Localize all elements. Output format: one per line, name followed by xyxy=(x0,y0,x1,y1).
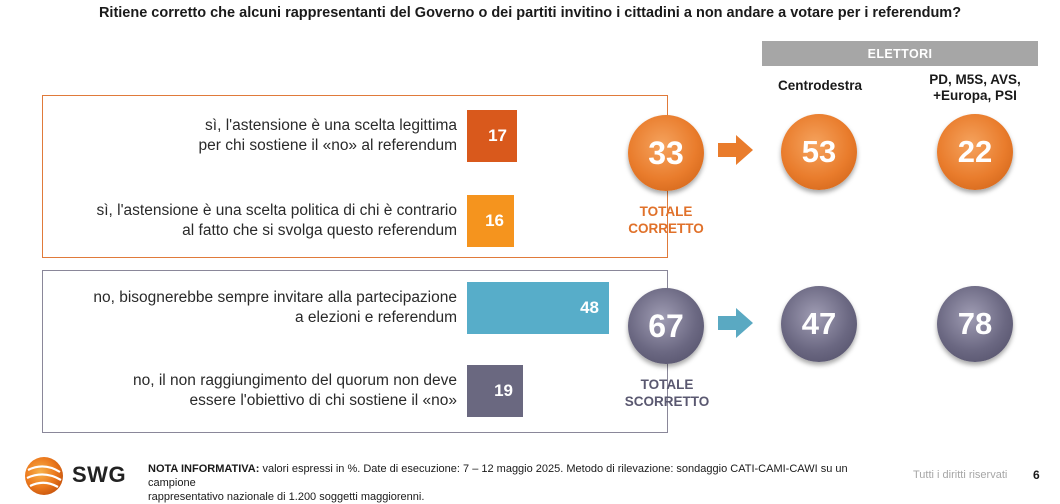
swg-logo-icon xyxy=(25,457,63,495)
rights-reserved: Tutti i diritti riservati xyxy=(913,469,1008,481)
bar: 16 xyxy=(467,195,514,247)
column-header-opposizione: PD, M5S, AVS, +Europa, PSI xyxy=(900,72,1050,104)
footnote-label: NOTA INFORMATIVA: xyxy=(148,463,260,475)
footnote: NOTA INFORMATIVA: valori espressi in %. … xyxy=(148,462,888,504)
bar-label: no, bisognerebbe sempre invitare alla pa… xyxy=(48,288,457,328)
total-corretto-label-line1: TOTALE xyxy=(639,204,693,219)
total-scorretto-label: TOTALE SCORRETTO xyxy=(615,376,719,410)
total-corretto-label: TOTALE CORRETTO xyxy=(620,203,712,237)
bar: 19 xyxy=(467,365,523,417)
opposizione-scorretto-circle: 78 xyxy=(937,286,1013,362)
bar: 17 xyxy=(467,110,517,162)
bar-value-label: 19 xyxy=(494,381,513,400)
bar-label-line: al fatto che si svolga questo referendum xyxy=(182,222,457,239)
electors-header: ELETTORI xyxy=(762,41,1038,66)
total-corretto-circle: 33 xyxy=(628,115,704,191)
bar-label-line: sì, l'astensione è una scelta politica d… xyxy=(96,202,457,219)
bar-label: sì, l'astensione è una scelta legittima p… xyxy=(48,116,457,156)
bar-label-line: a elezioni e referendum xyxy=(295,309,457,326)
centrodestra-corretto-value: 53 xyxy=(801,134,837,169)
column-header-opposizione-line1: PD, M5S, AVS, xyxy=(929,72,1021,87)
column-header-centrodestra: Centrodestra xyxy=(777,78,863,93)
bar-value-label: 48 xyxy=(580,298,599,317)
bar-label: sì, l'astensione è una scelta politica d… xyxy=(48,201,457,241)
bar-label-line: essere l'obiettivo di chi sostiene il «n… xyxy=(189,392,457,409)
bar-value-label: 17 xyxy=(488,126,507,145)
opposizione-scorretto-value: 78 xyxy=(957,306,993,341)
centrodestra-corretto-circle: 53 xyxy=(781,114,857,190)
page-number: 6 xyxy=(1033,468,1040,482)
total-corretto-label-line2: CORRETTO xyxy=(628,221,704,236)
opposizione-corretto-circle: 22 xyxy=(937,114,1013,190)
total-scorretto-label-line1: TOTALE xyxy=(640,377,694,392)
total-corretto-value: 33 xyxy=(648,134,684,171)
bar-label-line: sì, l'astensione è una scelta legittima xyxy=(205,117,457,134)
total-scorretto-circle: 67 xyxy=(628,288,704,364)
opposizione-corretto-value: 22 xyxy=(957,134,993,169)
total-scorretto-value: 67 xyxy=(648,307,684,344)
chart-title: Ritiene corretto che alcuni rappresentan… xyxy=(98,5,962,21)
bar-label: no, il non raggiungimento del quorum non… xyxy=(48,371,457,411)
bar: 48 xyxy=(467,282,609,334)
footnote-text-2: rappresentativo nazionale di 1.200 sogge… xyxy=(148,491,425,503)
arrow-right-icon xyxy=(718,308,753,338)
footnote-text: valori espressi in %. Date di esecuzione… xyxy=(148,463,848,489)
arrow-right-icon xyxy=(718,135,753,165)
bar-label-line: per chi sostiene il «no» al referendum xyxy=(198,137,457,154)
centrodestra-scorretto-value: 47 xyxy=(801,306,837,341)
bar-value-label: 16 xyxy=(485,211,504,230)
total-scorretto-label-line2: SCORRETTO xyxy=(624,394,710,409)
centrodestra-scorretto-circle: 47 xyxy=(781,286,857,362)
swg-logo-text: SWG xyxy=(72,462,127,487)
bar-label-line: no, bisognerebbe sempre invitare alla pa… xyxy=(93,289,457,306)
column-header-opposizione-line2: +Europa, PSI xyxy=(933,88,1017,103)
bar-label-line: no, il non raggiungimento del quorum non… xyxy=(132,372,457,389)
